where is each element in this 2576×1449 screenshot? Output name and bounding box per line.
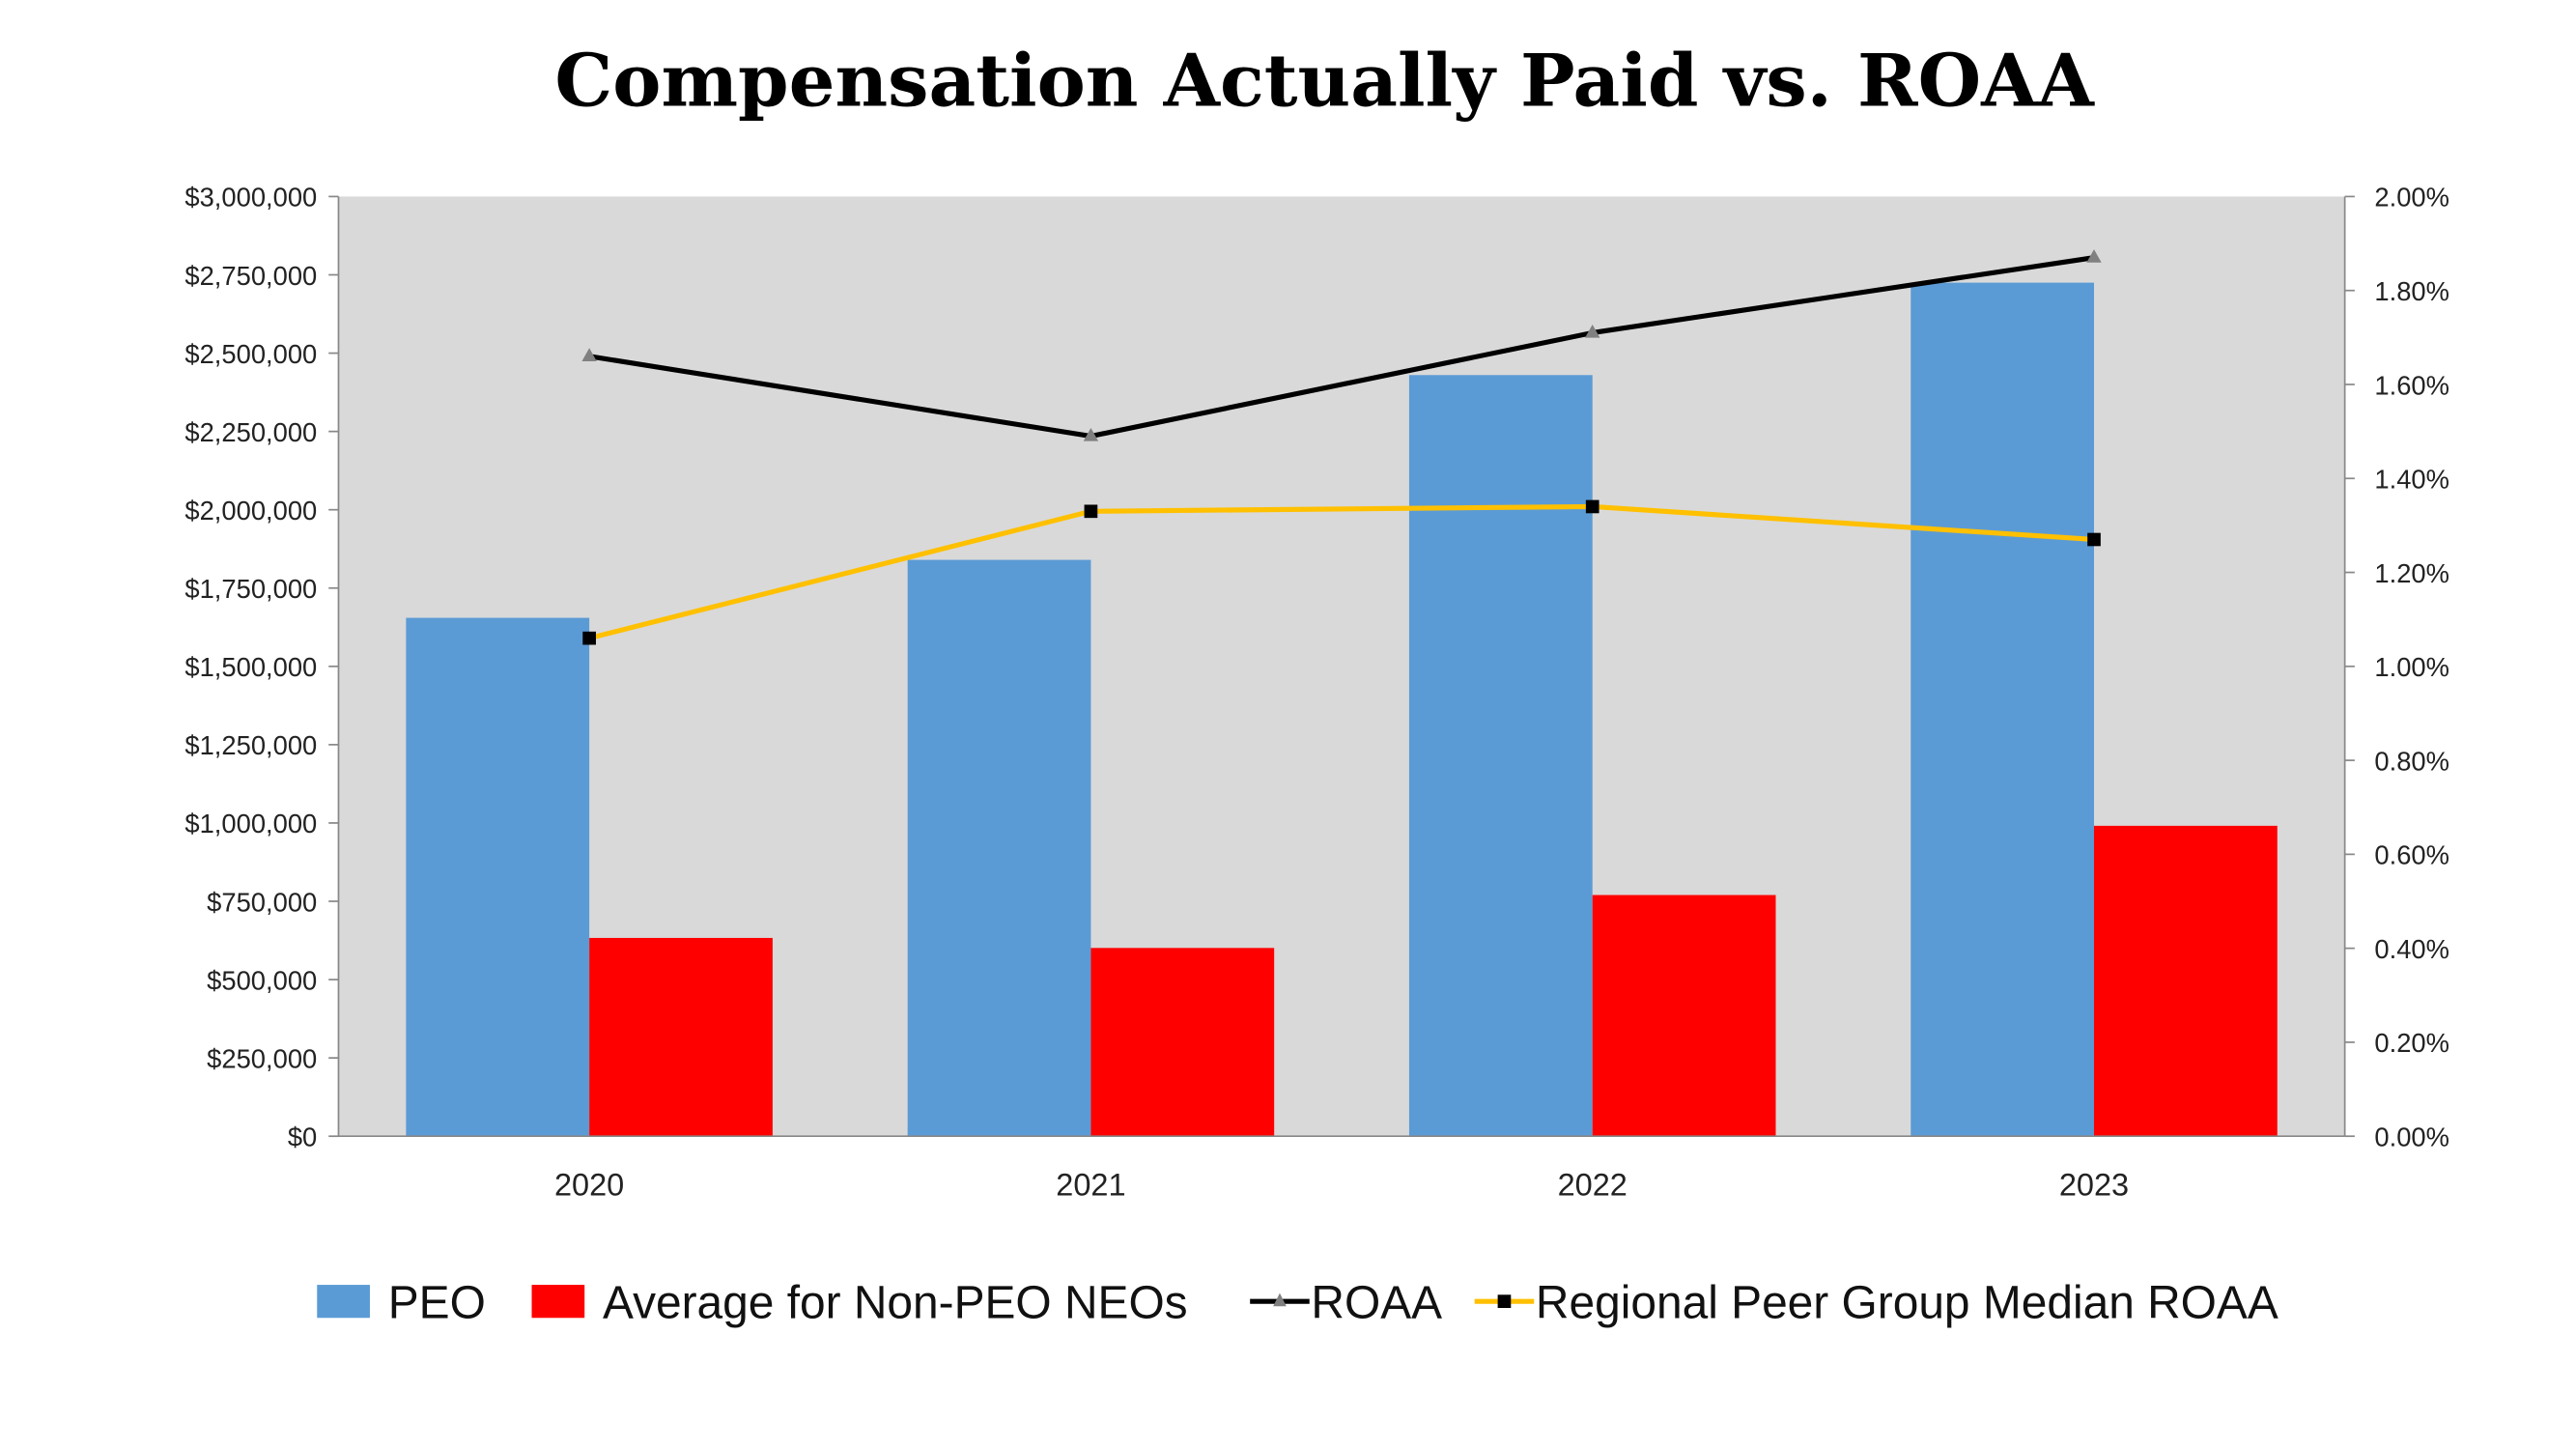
x-tick-label: 2020 [554,1168,624,1203]
line-regional-peer-group-median-roaa [588,503,2095,641]
left-tick-label: $2,250,000 [184,417,317,447]
left-tick-label: $3,000,000 [184,183,317,213]
bar-average-for-non-peo-neos-2022 [1592,895,1776,1137]
left-tick-label: $2,500,000 [184,339,317,369]
bar-peo-2023 [1911,282,2094,1137]
legend-label-0: PEO [388,1277,486,1328]
legend-marker-3 [1497,1294,1512,1309]
chart-title: Compensation Actually Paid vs. ROAA [554,37,2095,123]
marker-regional-peer-group-median-roaa-2023 [2087,532,2101,547]
x-tick-label: 2022 [1558,1168,1628,1203]
marker-roaa-2022 [1585,324,1600,338]
left-tick-label: $1,250,000 [184,730,317,760]
right-tick-label: 1.60% [2374,370,2449,400]
right-tick-label: 1.20% [2374,558,2449,588]
right-tick-label: 1.00% [2374,652,2449,682]
marker-roaa-2021 [1083,427,1099,441]
left-tick-label: $1,750,000 [184,574,317,604]
legend: PEO Average for Non-PEO NEOs ROAA Regional … [317,1277,2279,1328]
left-tick-label: $250,000 [207,1043,317,1073]
right-tick-label: 1.40% [2374,465,2449,495]
left-tick-label: $750,000 [207,887,317,917]
left-tick-label: $2,000,000 [184,496,317,526]
bar-average-for-non-peo-neos-2023 [2093,825,2278,1137]
bar-peo-2020 [406,617,590,1137]
right-tick-label: 2.00% [2374,183,2449,213]
right-tick-label: 0.60% [2374,840,2449,870]
bar-average-for-non-peo-neos-2020 [589,937,773,1137]
left-tick-label: $0 [288,1122,317,1151]
right-tick-label: 0.20% [2374,1028,2449,1058]
left-tick-label: $1,500,000 [184,652,317,682]
legend-swatch-1 [531,1285,585,1319]
right-tick-label: 0.00% [2374,1122,2449,1151]
marker-regional-peer-group-median-roaa-2021 [1084,504,1098,519]
legend-label-3: Regional Peer Group Median ROAA [1536,1277,2279,1328]
left-tick-label: $500,000 [207,965,317,995]
left-tick-label: $1,000,000 [184,809,317,838]
marker-roaa-2023 [2086,249,2102,263]
bar-average-for-non-peo-neos-2021 [1090,948,1275,1137]
bar-peo-2021 [907,559,1091,1137]
right-tick-label: 1.80% [2374,276,2449,306]
legend-marker-2 [1273,1293,1287,1307]
legend-label-2: ROAA [1311,1277,1442,1328]
bar-peo-2022 [1408,375,1593,1137]
legend-swatch-0 [317,1285,370,1319]
marker-regional-peer-group-median-roaa-2022 [1585,499,1599,514]
x-tick-label: 2023 [2059,1168,2129,1203]
left-tick-label: $2,750,000 [184,261,317,291]
x-tick-label: 2021 [1056,1168,1125,1203]
legend-label-1: Average for Non-PEO NEOs [603,1277,1188,1328]
line-roaa [588,255,2095,440]
marker-regional-peer-group-median-roaa-2020 [582,631,596,645]
marker-roaa-2020 [581,348,597,361]
right-tick-label: 0.40% [2374,934,2449,964]
right-tick-label: 0.80% [2374,746,2449,776]
